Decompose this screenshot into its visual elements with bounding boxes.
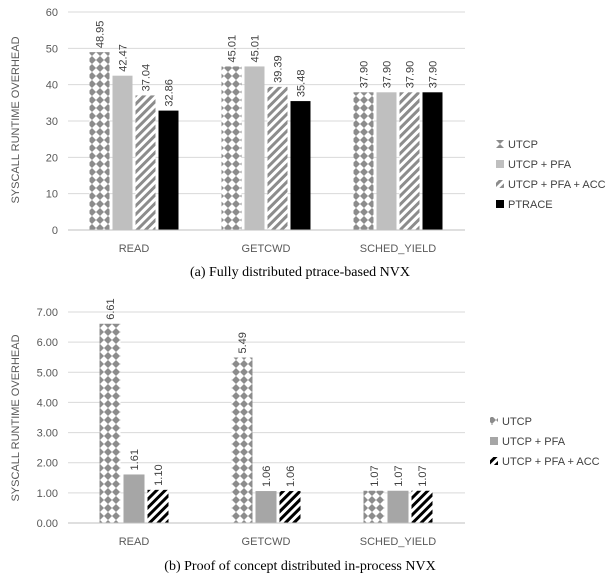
- data-label: 6.61: [105, 298, 117, 319]
- legend-swatch-utcp-pfa: [490, 437, 498, 445]
- y-tick-label: 6.00: [37, 337, 58, 349]
- data-label: 1.10: [153, 464, 165, 485]
- data-label: 37.90: [382, 61, 394, 89]
- category-label: SCHED_YIELD: [360, 243, 436, 255]
- legend-swatch-ptrace: [496, 200, 504, 208]
- legend-swatch-utcp-pfa-acc: [496, 180, 504, 188]
- data-label: 1.06: [261, 466, 273, 487]
- legend-label-utcp: UTCP: [508, 139, 538, 151]
- category-label: GETCWD: [242, 243, 291, 255]
- chart-a-axis: 0 10 20 30 40 50 60 READ GETCWD SCHED_YIELD: [46, 7, 465, 255]
- chart-b-legend: UTCP UTCP + PFA UTCP + PFA + ACC: [490, 416, 600, 468]
- data-label: 1.07: [417, 465, 429, 486]
- chart-b-y-axis-title: SYSCALL RUNTIME OVERHEAD: [10, 334, 22, 501]
- y-tick-label: 0: [52, 225, 58, 237]
- y-tick-label: 2.00: [37, 458, 58, 470]
- legend-label-utcp-pfa: UTCP + PFA: [502, 436, 566, 448]
- legend-label-ptrace: PTRACE: [508, 199, 553, 211]
- legend-swatch-utcp-pfa-acc: [490, 457, 498, 465]
- bar-utcp-getcwd: [221, 66, 242, 230]
- legend-swatch-utcp-pfa: [496, 160, 504, 168]
- chart-b: 6.61 1.61 1.10 5.49 1.06 1.06 1.07 1.07 1.07 0.0…: [10, 298, 600, 574]
- bar-utcp-pfa-acc-sched-yield: [411, 490, 433, 523]
- legend-label-utcp: UTCP: [502, 416, 532, 428]
- data-label: 5.49: [237, 332, 249, 353]
- y-tick-label: 10: [46, 189, 58, 201]
- y-tick-label: 7.00: [37, 307, 58, 319]
- y-tick-label: 60: [46, 7, 58, 19]
- y-tick-label: 1.00: [37, 488, 58, 500]
- category-label: READ: [119, 536, 150, 548]
- data-label: 45.01: [250, 35, 262, 63]
- data-label: 32.86: [164, 79, 176, 107]
- bar-utcp-pfa-acc-read: [147, 489, 169, 523]
- bar-utcp-pfa-sched-yield: [376, 92, 397, 231]
- bar-utcp-pfa-acc-getcwd: [279, 491, 301, 523]
- bar-utcp-pfa-acc-getcwd: [267, 86, 288, 231]
- chart-a-data-labels: 48.95 42.47 37.04 32.86 45.01 45.01 39.39 35.48…: [95, 21, 440, 107]
- legend-label-utcp-pfa-acc: UTCP + PFA + ACC: [508, 179, 606, 191]
- legend-swatch-utcp: [490, 417, 498, 425]
- data-label: 45.01: [227, 35, 239, 63]
- data-label: 42.47: [118, 44, 130, 72]
- bar-utcp-sched-yield: [363, 490, 385, 523]
- data-label: 1.61: [129, 449, 141, 470]
- data-label: 37.04: [141, 64, 153, 92]
- data-label: 37.90: [359, 61, 371, 89]
- y-tick-label: 40: [46, 80, 58, 92]
- bar-utcp-pfa-read: [112, 75, 133, 230]
- data-label: 1.07: [369, 465, 381, 486]
- bar-utcp-pfa-read: [123, 474, 145, 523]
- chart-b-caption: (b) Proof of concept distributed in-proc…: [164, 559, 435, 574]
- chart-a-legend: UTCP UTCP + PFA UTCP + PFA + ACC PTRACE: [496, 139, 606, 211]
- category-label: READ: [119, 243, 150, 255]
- data-label: 1.06: [285, 466, 297, 487]
- bar-utcp-pfa-sched-yield: [387, 490, 409, 523]
- bar-ptrace-getcwd: [290, 101, 311, 231]
- chart-b-data-labels: 6.61 1.61 1.10 5.49 1.06 1.06 1.07 1.07 1.07: [105, 298, 429, 487]
- y-tick-label: 3.00: [37, 428, 58, 440]
- chart-a-y-axis-title: SYSCALL RUNTIME OVERHEAD: [10, 36, 22, 203]
- data-label: 37.90: [405, 61, 417, 89]
- bar-utcp-pfa-getcwd: [244, 66, 265, 230]
- bar-ptrace-sched-yield: [422, 92, 443, 231]
- legend-label-utcp-pfa: UTCP + PFA: [508, 159, 572, 171]
- y-tick-label: 0.00: [37, 518, 58, 530]
- chart-a-caption: (a) Fully distributed ptrace-based NVX: [190, 265, 410, 280]
- bar-utcp-getcwd: [231, 357, 253, 523]
- y-tick-label: 20: [46, 152, 58, 164]
- chart-a-bars: [89, 52, 443, 231]
- category-label: GETCWD: [242, 536, 291, 548]
- bar-ptrace-read: [158, 110, 179, 230]
- bar-utcp-sched-yield: [353, 92, 374, 231]
- category-label: SCHED_YIELD: [360, 536, 436, 548]
- data-label: 48.95: [95, 21, 107, 49]
- data-label: 39.39: [273, 55, 285, 83]
- data-label: 37.90: [428, 61, 440, 89]
- chart-b-axis: 0.00 1.00 2.00 3.00 4.00 5.00 6.00 7.00 READ GETC…: [37, 307, 465, 548]
- bar-utcp-pfa-getcwd: [255, 491, 277, 523]
- data-label: 1.07: [393, 465, 405, 486]
- bar-utcp-read: [89, 52, 110, 231]
- y-tick-label: 5.00: [37, 367, 58, 379]
- data-label: 35.48: [296, 70, 308, 98]
- y-tick-label: 30: [46, 116, 58, 128]
- bar-utcp-read: [99, 323, 121, 523]
- y-tick-label: 4.00: [37, 397, 58, 409]
- chart-b-bars: [99, 323, 433, 523]
- bar-utcp-pfa-acc-sched-yield: [399, 92, 420, 231]
- legend-label-utcp-pfa-acc: UTCP + PFA + ACC: [502, 456, 600, 468]
- y-tick-label: 50: [46, 43, 58, 55]
- chart-a: 48.95 42.47 37.04 32.86 45.01 45.01 39.39 35.48…: [10, 7, 606, 280]
- legend-swatch-utcp: [496, 140, 504, 148]
- bar-utcp-pfa-acc-read: [135, 95, 156, 231]
- chart-a-gridlines: [68, 11, 465, 195]
